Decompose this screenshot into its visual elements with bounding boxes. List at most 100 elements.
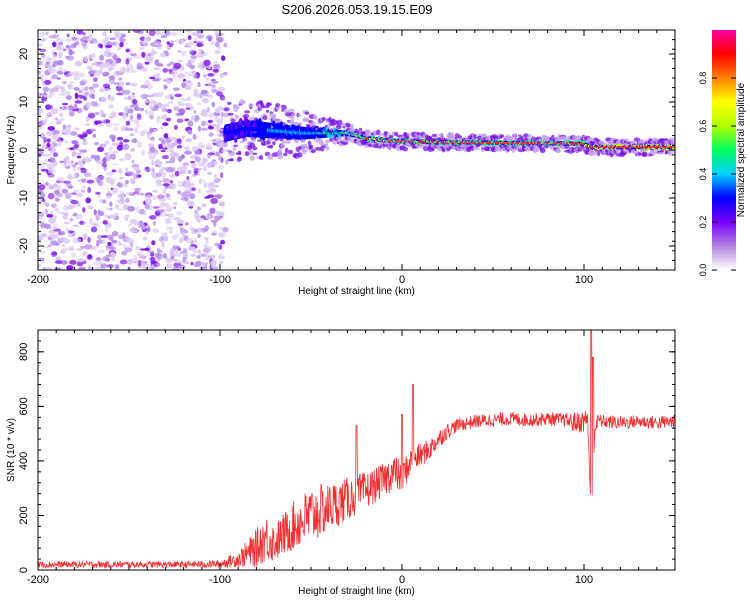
noise-mark — [80, 189, 85, 193]
noise-mark — [220, 96, 226, 101]
signal-core — [672, 146, 675, 149]
noise-mark — [43, 223, 52, 229]
signal-halo — [641, 152, 648, 158]
noise-mark — [119, 42, 124, 48]
noise-mark — [141, 51, 146, 58]
noise-mark — [122, 139, 130, 143]
signal-halo — [454, 136, 458, 140]
noise-mark — [71, 36, 78, 41]
noise-mark — [58, 51, 63, 57]
signal-halo — [257, 139, 263, 142]
noise-mark — [154, 211, 161, 217]
noise-mark — [38, 70, 42, 74]
noise-mark — [87, 34, 95, 38]
colorbar-label: Normalized spectral amplitude — [736, 82, 747, 217]
colorbar-tick-label: 0.6 — [698, 120, 708, 133]
signal-halo — [624, 138, 630, 142]
noise-mark — [156, 172, 162, 178]
noise-mark — [194, 210, 199, 214]
noise-mark — [140, 84, 148, 89]
noise-mark — [158, 32, 166, 35]
noise-mark — [122, 232, 126, 238]
signal-halo — [311, 121, 316, 127]
noise-mark — [95, 214, 100, 221]
noise-mark — [114, 212, 119, 217]
noise-mark — [218, 129, 225, 132]
noise-mark — [223, 42, 228, 48]
noise-mark — [193, 238, 198, 245]
noise-mark — [172, 249, 179, 253]
noise-mark — [59, 237, 67, 242]
noise-mark — [43, 94, 47, 98]
noise-mark — [189, 50, 193, 55]
noise-mark — [180, 102, 187, 107]
signal-halo — [277, 153, 284, 160]
noise-mark — [70, 200, 79, 205]
noise-mark — [60, 87, 67, 94]
noise-mark — [151, 264, 155, 267]
noise-mark — [167, 213, 174, 219]
noise-mark — [142, 40, 149, 47]
noise-mark — [207, 73, 215, 77]
noise-mark — [136, 252, 143, 256]
noise-mark — [165, 217, 171, 223]
noise-mark — [113, 82, 120, 85]
noise-mark — [170, 31, 178, 37]
noise-mark — [174, 259, 181, 264]
noise-mark — [149, 76, 156, 80]
noise-mark — [112, 187, 118, 192]
noise-mark — [68, 81, 75, 85]
noise-mark — [122, 143, 130, 150]
noise-mark — [79, 245, 87, 249]
noise-mark — [44, 208, 49, 215]
noise-mark — [145, 94, 154, 98]
noise-mark — [53, 189, 60, 195]
noise-mark — [67, 176, 74, 180]
noise-mark — [163, 133, 169, 139]
noise-mark — [68, 245, 75, 250]
signal-halo — [232, 147, 237, 151]
noise-mark — [183, 170, 187, 174]
noise-mark — [68, 104, 74, 111]
signal-halo — [233, 144, 239, 147]
noise-mark — [220, 172, 224, 179]
noise-mark — [60, 248, 65, 254]
noise-mark — [216, 91, 223, 97]
noise-mark — [121, 114, 128, 119]
noise-mark — [105, 227, 109, 234]
noise-mark — [82, 32, 86, 36]
noise-mark — [114, 204, 120, 209]
noise-mark — [77, 238, 81, 243]
x-tick-label: 100 — [575, 274, 593, 286]
noise-mark — [165, 166, 173, 173]
noise-mark — [94, 70, 102, 76]
noise-mark — [47, 111, 51, 116]
noise-mark — [141, 67, 148, 72]
noise-mark — [187, 129, 193, 135]
noise-mark — [159, 212, 168, 217]
noise-mark — [49, 211, 54, 215]
noise-mark — [151, 160, 155, 166]
x-axis-label: Height of straight line (km) — [298, 286, 415, 297]
noise-mark — [92, 133, 96, 138]
noise-mark — [177, 101, 182, 106]
noise-mark — [47, 126, 55, 131]
noise-mark — [47, 237, 52, 240]
noise-mark — [51, 203, 57, 208]
noise-mark — [197, 233, 201, 239]
noise-mark — [160, 149, 166, 153]
noise-mark — [166, 41, 170, 45]
noise-mark — [76, 160, 83, 165]
noise-mark — [48, 67, 56, 74]
noise-mark — [145, 198, 153, 205]
noise-mark — [89, 73, 95, 77]
noise-mark — [152, 194, 157, 201]
noise-mark — [76, 179, 82, 182]
noise-mark — [172, 74, 177, 79]
noise-mark — [197, 188, 201, 194]
noise-mark — [162, 253, 168, 259]
noise-mark — [131, 159, 135, 164]
noise-mark — [86, 38, 93, 41]
noise-mark — [220, 111, 224, 118]
